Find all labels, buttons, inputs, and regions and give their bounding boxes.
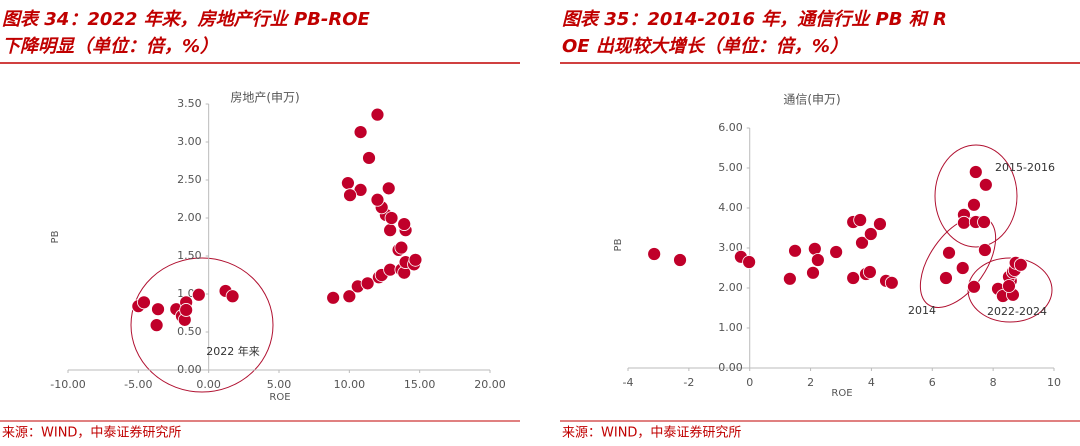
figure-title: 图表 34：2022 年来，房地产行业 PB-ROE 下降明显（单位：倍，%） <box>2 9 376 57</box>
y-tick-label: 3.50 <box>177 97 202 110</box>
scatter-point <box>846 271 861 285</box>
y-tick-label: 5.00 <box>718 161 743 174</box>
scatter-point <box>394 240 409 255</box>
scatter-point <box>955 261 970 275</box>
scatter-point <box>191 287 206 302</box>
scatter-point <box>810 253 825 267</box>
y-tick-label: 2.00 <box>718 281 743 294</box>
highlight-ellipse <box>934 144 1018 248</box>
scatter-point <box>782 271 797 286</box>
scatter-point <box>137 295 151 310</box>
y-axis-label: PB <box>613 238 624 251</box>
scatter-point <box>360 276 375 291</box>
scatter-point <box>647 247 662 261</box>
scatter-point <box>939 271 953 285</box>
scatter-point <box>742 255 757 269</box>
y-tick-label: 0.50 <box>177 325 202 338</box>
annotation: 2022-2024 <box>987 305 1047 318</box>
x-tick-label: 8 <box>990 376 997 389</box>
scatter-point <box>863 227 878 241</box>
annotation: 2022 年来 <box>206 344 260 358</box>
chart-subtitle: 通信(申万) <box>783 93 840 107</box>
scatter-point <box>384 211 399 225</box>
scatter-point <box>225 289 240 304</box>
scatter-point <box>978 177 993 192</box>
y-tick-label: 0.00 <box>177 363 202 376</box>
scatter-point <box>342 289 357 304</box>
scatter-point <box>151 302 165 317</box>
annotation: 2015-2016 <box>995 161 1055 174</box>
scatter-point <box>353 125 368 140</box>
scatter-point <box>326 290 341 305</box>
y-tick-label: 6.00 <box>718 121 743 134</box>
x-tick-label: 20.00 <box>474 378 506 391</box>
scatter-point <box>1002 279 1016 293</box>
x-tick-label: -2 <box>683 376 694 389</box>
scatter-point <box>957 215 971 230</box>
x-axis-label: ROE <box>831 388 852 399</box>
scatter-point <box>977 215 991 229</box>
y-tick-label: 4.00 <box>718 201 743 214</box>
x-tick-label: 10 <box>1047 376 1061 389</box>
scatter-point <box>942 245 956 260</box>
x-tick-label: 10.00 <box>334 378 366 391</box>
scatter-point <box>362 151 376 165</box>
scatter-point <box>884 275 899 290</box>
x-tick-label: -10.00 <box>50 378 85 391</box>
figure-title: 图表 35：2014-2016 年，通信行业 PB 和 R OE 出现较大增长（单… <box>562 9 947 57</box>
scatter-point <box>855 235 869 250</box>
source: 来源：WIND，中泰证券研究所 <box>2 425 181 441</box>
scatter-point <box>967 197 981 212</box>
y-tick-label: 2.00 <box>177 211 202 224</box>
x-tick-label: -4 <box>623 376 634 389</box>
y-tick-label: 0.00 <box>718 361 743 374</box>
scatter-point <box>381 181 396 196</box>
x-tick-label: 6 <box>929 376 936 389</box>
scatter-point <box>149 318 164 333</box>
scatter-point <box>673 253 687 267</box>
scatter-point <box>978 243 992 257</box>
y-tick-label: 3.00 <box>177 135 202 148</box>
y-tick-label: 1.50 <box>177 249 202 262</box>
annotation: 2014 <box>908 304 936 317</box>
y-axis-label: PB <box>50 230 61 243</box>
x-axis-label: ROE <box>269 392 290 403</box>
scatter-point <box>853 213 868 227</box>
scatter-point <box>863 265 877 279</box>
scatter-point <box>1013 257 1028 272</box>
scatter-point <box>383 223 398 238</box>
scatter-point <box>408 252 423 267</box>
scatter-point <box>341 176 355 190</box>
x-tick-label: 2 <box>807 376 814 389</box>
y-tick-label: 1.00 <box>718 321 743 334</box>
scatter-point <box>370 192 385 207</box>
scatter-point <box>343 188 357 203</box>
scatter-point <box>806 265 820 280</box>
scatter-point <box>179 303 194 317</box>
x-tick-label: 0 <box>746 376 753 389</box>
highlight-ellipse <box>130 257 274 393</box>
x-tick-label: -5.00 <box>124 378 152 391</box>
x-tick-label: 0.00 <box>196 378 221 391</box>
scatter-point <box>397 217 412 231</box>
source: 来源：WIND，中泰证券研究所 <box>562 425 741 441</box>
x-tick-label: 15.00 <box>404 378 436 391</box>
scatter-point <box>829 245 844 259</box>
chart-subtitle: 房地产(申万) <box>230 90 299 105</box>
x-tick-label: 4 <box>868 376 875 389</box>
x-tick-label: 5.00 <box>267 378 292 391</box>
scatter-point <box>968 165 983 179</box>
y-tick-label: 2.50 <box>177 173 202 186</box>
scatter-point <box>370 107 385 122</box>
scatter-point <box>967 279 981 294</box>
y-tick-label: 3.00 <box>718 241 743 254</box>
scatter-point <box>873 217 887 231</box>
scatter-point <box>788 243 802 258</box>
